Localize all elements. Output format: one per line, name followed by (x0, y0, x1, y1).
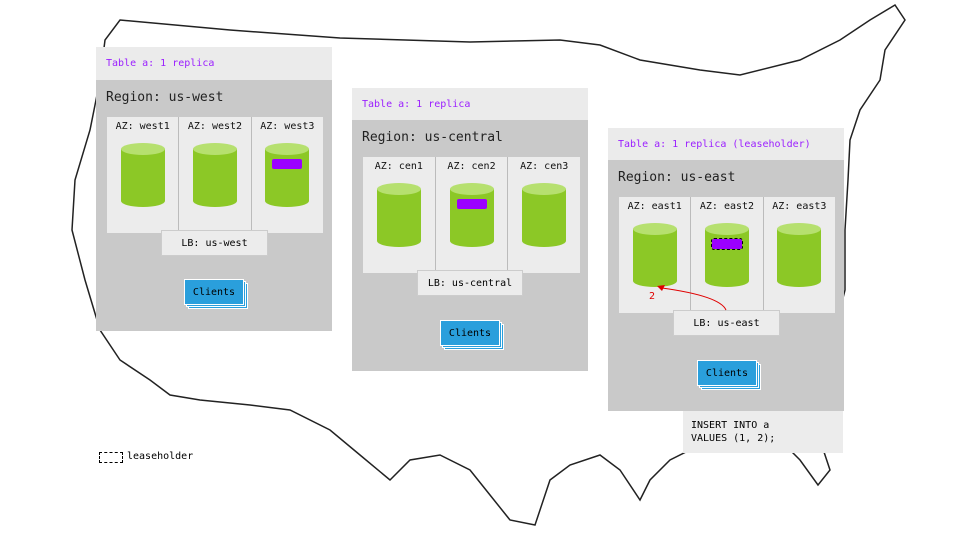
node-cylinder (265, 143, 310, 207)
az-label: AZ: east1 (627, 201, 682, 212)
az-group: AZ: west1 AZ: west2 AZ: west3 (107, 117, 323, 233)
clients-button[interactable]: Clients (697, 360, 761, 390)
leaseholder-replica (710, 238, 743, 250)
az-label: AZ: west2 (187, 121, 243, 132)
az-label: AZ: east2 (699, 201, 755, 212)
az-label: AZ: cen2 (447, 161, 496, 172)
az-label: AZ: west3 (260, 121, 315, 132)
az-label: AZ: cen1 (374, 161, 423, 172)
clients-button[interactable]: Clients (440, 320, 504, 350)
sql-statement: INSERT INTO a VALUES (1, 2); (683, 411, 843, 453)
node-cylinder (777, 223, 822, 287)
node-cylinder (522, 183, 567, 247)
node-cylinder (376, 183, 421, 247)
az-west1: AZ: west1 (107, 117, 180, 233)
node-cylinder (192, 143, 237, 207)
replica (272, 159, 303, 169)
az-east2: AZ: east2 (691, 197, 764, 313)
node-cylinder (449, 183, 494, 247)
region-us-east: Region: us-east AZ: east1 AZ: east2 AZ: … (608, 160, 844, 411)
az-cen2: AZ: cen2 (436, 157, 509, 273)
region-label: Region: us-east (618, 170, 736, 185)
load-balancer: LB: us-east (673, 310, 780, 336)
az-group: AZ: east1 AZ: east2 AZ: east3 (619, 197, 835, 313)
az-label: AZ: east3 (772, 201, 827, 212)
az-label: AZ: west1 (115, 121, 170, 132)
legend-label: leaseholder (127, 451, 194, 462)
az-cen3: AZ: cen3 (508, 157, 580, 273)
az-east3: AZ: east3 (764, 197, 835, 313)
region-label: Region: us-central (362, 130, 503, 145)
az-east1: AZ: east1 (619, 197, 692, 313)
node-cylinder (120, 143, 165, 207)
node-cylinder (704, 223, 749, 287)
arrow-step-label: 2 (649, 291, 656, 302)
az-cen1: AZ: cen1 (363, 157, 436, 273)
sql-line: VALUES (1, 2); (691, 433, 776, 444)
replica (456, 199, 487, 209)
az-west2: AZ: west2 (179, 117, 252, 233)
sql-line: INSERT INTO a (691, 420, 770, 431)
load-balancer: LB: us-central (417, 270, 523, 296)
clients-button[interactable]: Clients (184, 279, 248, 309)
table-label-us-central: Table a: 1 replica (352, 88, 588, 120)
region-us-central: Region: us-central AZ: cen1 AZ: cen2 AZ:… (352, 120, 588, 371)
table-label-us-west: Table a: 1 replica (96, 47, 332, 80)
node-cylinder (632, 223, 677, 287)
region-label: Region: us-west (106, 90, 224, 105)
leaseholder-legend-swatch (99, 452, 123, 463)
region-us-west: Region: us-west AZ: west1 AZ: west2 AZ: … (96, 80, 332, 331)
load-balancer: LB: us-west (161, 230, 268, 256)
az-west3: AZ: west3 (252, 117, 323, 233)
az-group: AZ: cen1 AZ: cen2 AZ: cen3 (363, 157, 580, 273)
table-label-us-east: Table a: 1 replica (leaseholder) (608, 128, 844, 160)
az-label: AZ: cen3 (520, 161, 569, 172)
